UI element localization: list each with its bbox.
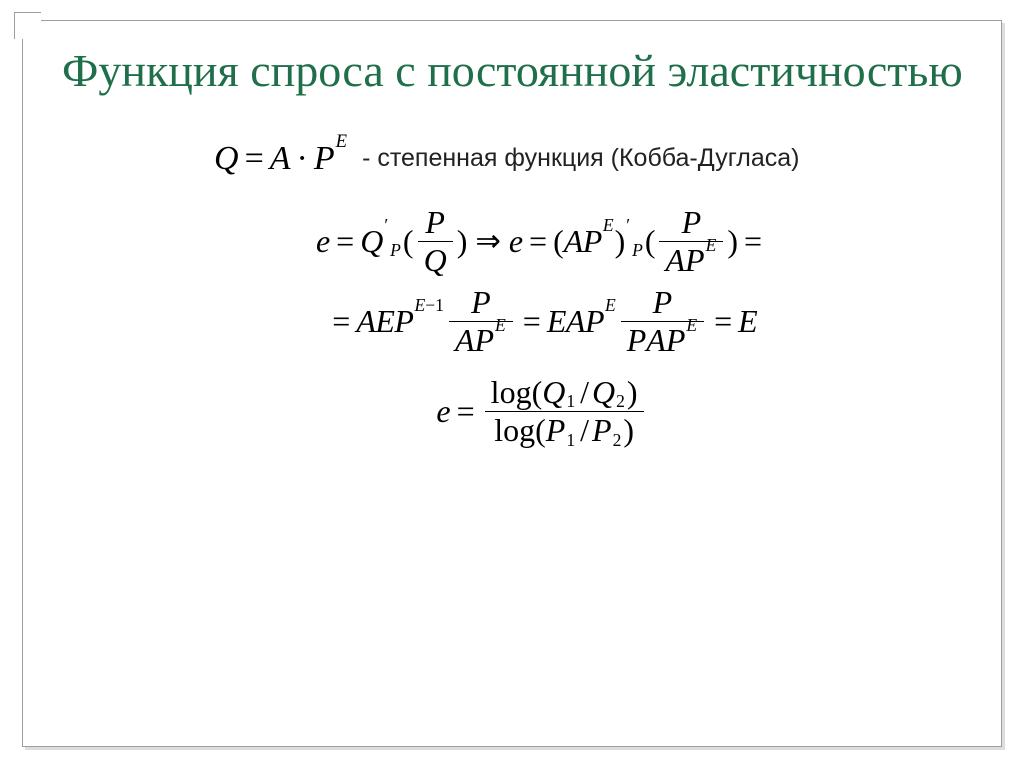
var-A: A <box>356 303 375 340</box>
den-P: P <box>685 244 705 278</box>
lparen: ( <box>553 223 564 260</box>
den-exp-E: E <box>495 316 506 334</box>
den-P1: P <box>627 324 647 358</box>
var-Q1: Q <box>542 376 565 410</box>
sub-P: P <box>632 240 643 261</box>
op-eq: = <box>523 223 553 260</box>
equation-3-row: = A E P E−1 P A P E = E A <box>154 286 930 358</box>
frac-P-over-APE: P A P E <box>659 206 723 278</box>
equation-4-row: e = log ( Q 1 / Q 2 ) log <box>154 376 930 448</box>
exp-E-1: E−1 <box>414 295 443 316</box>
equation-1-row: Q = A · P E - степенная функция (Кобба-Д… <box>214 140 930 178</box>
frac-P-over-Q: P Q <box>418 206 453 278</box>
rparen: ) <box>457 223 468 260</box>
op-slash: / <box>577 376 592 410</box>
sub-1: 1 <box>566 392 575 410</box>
op-eq: = <box>738 223 768 260</box>
op-eq: = <box>239 140 270 178</box>
den-A: A <box>646 324 666 358</box>
op-minus: − <box>425 295 435 315</box>
const-1: 1 <box>435 295 444 315</box>
var-P: P <box>583 223 602 260</box>
frac-P-over-APE: P A P E <box>449 286 513 358</box>
var-A: A <box>566 303 585 340</box>
equation-2-row: e = Q ′ P ( P Q ) ⇒ e = ( A P E ) <box>154 206 930 278</box>
var-A: A <box>270 140 291 178</box>
var-P: P <box>585 303 604 340</box>
op-eq: = <box>330 223 360 260</box>
lparen: ( <box>532 376 543 410</box>
var-P: P <box>314 140 335 178</box>
op-dot: · <box>291 140 314 178</box>
exp-E: E <box>603 215 614 236</box>
den-exp-E: E <box>706 236 717 254</box>
var-P1: P <box>546 414 566 448</box>
fn-log: log <box>494 414 535 448</box>
equation-2: e = Q ′ P ( P Q ) ⇒ e = ( A P E ) <box>316 206 768 278</box>
equation-3: = A E P E−1 P A P E = E A <box>326 286 757 358</box>
slide: Функция спроса с постоянной эластичность… <box>0 0 1024 767</box>
num-P: P <box>471 286 491 320</box>
exp-E: E <box>336 131 347 153</box>
var-E: E <box>738 303 758 340</box>
var-e: e <box>316 223 330 260</box>
lparen: ( <box>403 223 414 260</box>
rparen: ) <box>615 223 626 260</box>
var-P2: P <box>592 414 612 448</box>
den-A: A <box>665 244 685 278</box>
exp-E: E <box>414 295 425 315</box>
var-Q: Q <box>360 223 383 260</box>
fn-log: log <box>491 376 532 410</box>
op-eq: = <box>517 303 547 340</box>
var-E: E <box>547 303 566 340</box>
op-eq: = <box>451 393 481 430</box>
exp-E: E <box>605 295 616 316</box>
var-P: P <box>394 303 413 340</box>
sub-2: 2 <box>613 431 622 449</box>
op-implies: ⇒ <box>467 224 508 259</box>
sub-1: 1 <box>566 431 575 449</box>
rparen: ) <box>727 223 738 260</box>
var-e: e <box>436 393 450 430</box>
den-P: P <box>475 324 495 358</box>
sub-2: 2 <box>616 392 625 410</box>
var-e: e <box>509 223 523 260</box>
equation-1-desc: - степенная функция (Кобба-Дугласа) <box>362 144 799 173</box>
slide-content: Q = A · P E - степенная функция (Кобба-Д… <box>154 140 930 449</box>
num-P: P <box>425 206 445 240</box>
lparen: ( <box>645 223 656 260</box>
lparen: ( <box>535 414 546 448</box>
rparen: ) <box>623 414 634 448</box>
prime: ′ <box>384 215 388 236</box>
num-P: P <box>653 286 673 320</box>
var-A: A <box>564 223 583 260</box>
equation-1: Q = A · P E <box>214 140 348 178</box>
den-P2: P <box>666 324 686 358</box>
var-Q: Q <box>214 140 239 178</box>
den-A: A <box>455 324 475 358</box>
op-eq: = <box>708 303 738 340</box>
den-exp-E: E <box>686 316 697 334</box>
prime: ′ <box>626 215 630 236</box>
den-Q: Q <box>424 244 447 278</box>
sub-P: P <box>390 240 401 261</box>
var-E: E <box>375 303 394 340</box>
frac-logQ-over-logP: log ( Q 1 / Q 2 ) log ( P 1 <box>485 376 644 448</box>
var-Q2: Q <box>592 376 615 410</box>
op-eq: = <box>326 303 356 340</box>
num-P: P <box>682 206 702 240</box>
equation-4: e = log ( Q 1 / Q 2 ) log <box>436 376 647 448</box>
frac-P-over-PAPE: P P A P E <box>621 286 704 358</box>
op-slash: / <box>577 414 592 448</box>
rparen: ) <box>627 376 638 410</box>
slide-title: Функция спроса с постоянной эластичность… <box>62 42 980 100</box>
